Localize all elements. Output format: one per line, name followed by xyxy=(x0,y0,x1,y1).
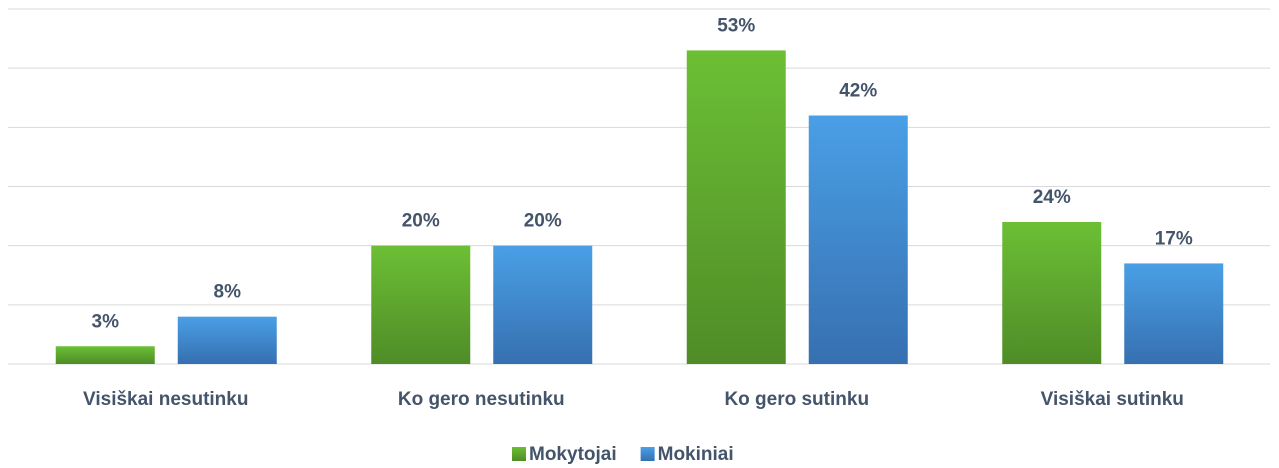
x-tick-label: Ko gero sutinku xyxy=(724,389,869,410)
bar xyxy=(371,245,471,364)
bar xyxy=(808,115,908,364)
bar xyxy=(1002,222,1102,364)
bar xyxy=(493,245,593,364)
legend-label: Mokytojai xyxy=(529,444,617,465)
x-tick-label: Visiškai nesutinku xyxy=(83,389,248,410)
value-label: 42% xyxy=(839,81,877,102)
legend-swatch xyxy=(512,447,526,461)
bar xyxy=(177,316,277,364)
x-tick-label: Ko gero nesutinku xyxy=(398,389,565,410)
value-label: 8% xyxy=(214,282,242,303)
bar xyxy=(686,50,786,365)
value-label: 3% xyxy=(92,311,120,332)
value-label: 20% xyxy=(524,211,562,232)
legend-label: Mokiniai xyxy=(658,444,734,465)
value-label: 24% xyxy=(1033,187,1071,208)
value-label: 20% xyxy=(402,211,440,232)
bar xyxy=(1124,263,1224,364)
bar xyxy=(55,346,155,364)
value-label: 17% xyxy=(1155,228,1193,249)
legend-swatch xyxy=(640,447,655,461)
value-label: 53% xyxy=(717,15,755,36)
x-tick-label: Visiškai sutinku xyxy=(1041,389,1184,410)
